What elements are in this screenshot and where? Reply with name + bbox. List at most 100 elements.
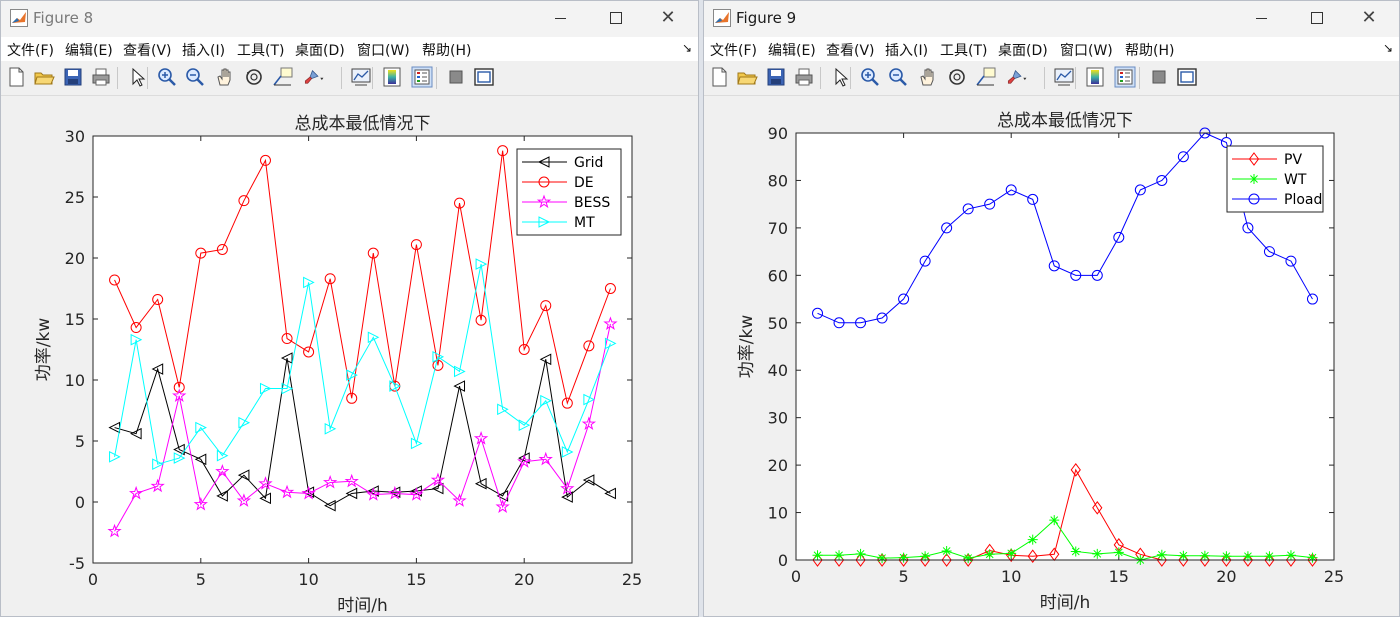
data-point[interactable] [150,478,165,493]
data-point[interactable] [1263,246,1275,258]
data-point[interactable] [430,472,446,487]
data-point[interactable] [855,553,866,567]
pointer-icon[interactable] [829,66,851,88]
title-bar[interactable]: Figure 9 ✕ [704,1,1399,37]
data-point[interactable] [237,469,250,481]
data-point[interactable] [604,487,616,500]
data-point[interactable] [194,453,207,466]
data-point[interactable] [259,154,271,166]
close-button[interactable]: ✕ [642,1,694,37]
data-point[interactable] [984,198,996,210]
data-tip-icon[interactable] [975,66,997,88]
close-button[interactable]: ✕ [1343,1,1395,37]
data-point[interactable] [1156,549,1167,560]
data-point[interactable] [216,243,228,255]
hide-plot-tools-icon[interactable] [445,66,467,88]
legend-icon[interactable] [1114,66,1136,88]
maximize-button[interactable] [1291,1,1343,37]
data-point[interactable] [919,553,931,567]
zoom-in-icon[interactable] [156,66,178,88]
minimize-button[interactable] [534,1,586,37]
data-point[interactable] [475,314,487,326]
data-point[interactable] [387,485,403,500]
data-point[interactable] [1221,551,1232,562]
data-point[interactable] [281,382,294,395]
data-point[interactable] [1199,553,1211,567]
zoom-in-icon[interactable] [859,66,881,88]
data-point[interactable] [855,317,867,329]
menu-insert[interactable]: 插入(I) [885,43,929,59]
data-point[interactable] [454,197,466,209]
series-line[interactable] [114,150,611,405]
data-point[interactable] [1178,553,1189,567]
print-icon[interactable] [90,66,112,88]
data-point[interactable] [855,548,866,559]
data-point[interactable] [812,550,823,561]
menu-edit[interactable]: 编辑(E) [65,43,113,59]
data-point[interactable] [941,222,953,234]
series-mt[interactable] [109,258,617,470]
data-point[interactable] [1049,515,1060,526]
menu-tools[interactable]: 工具(T) [237,43,285,59]
data-point[interactable] [410,239,422,251]
data-point[interactable] [152,293,164,305]
data-point[interactable] [193,496,208,511]
data-point[interactable] [1027,534,1038,545]
save-icon[interactable] [765,66,787,88]
link-plot-icon[interactable] [1053,66,1075,88]
data-point[interactable] [877,553,888,564]
data-point[interactable] [603,316,618,330]
data-point[interactable] [1005,184,1017,196]
data-point[interactable] [518,419,531,431]
hide-plot-tools-icon[interactable] [1148,66,1170,88]
data-point[interactable] [517,454,532,468]
show-plot-tools-icon[interactable] [1176,66,1198,88]
data-point[interactable] [173,443,185,456]
data-point[interactable] [919,255,931,267]
data-point[interactable] [1027,549,1038,564]
series-grid[interactable] [108,352,616,512]
legend-icon[interactable] [411,66,433,88]
data-point[interactable] [344,473,359,488]
menu-help[interactable]: 帮助(H) [1125,43,1175,59]
data-point[interactable] [1006,548,1017,559]
open-folder-icon[interactable] [33,66,55,88]
data-point[interactable] [280,352,293,364]
data-point[interactable] [452,493,467,507]
menu-edit[interactable]: 编辑(E) [768,43,816,59]
data-point[interactable] [495,499,510,513]
line-chart[interactable]: 0 5 10 15 20 25 0 10 20 30 40 50 60 70 80 90 总成本最低情况下时间/… [704,96,1399,617]
dock-arrow-icon[interactable]: ↘ [1382,41,1393,55]
data-point[interactable] [1264,553,1275,567]
data-point[interactable] [324,422,337,435]
data-point[interactable] [432,359,444,371]
data-point[interactable] [409,487,424,501]
link-plot-icon[interactable] [350,66,372,88]
data-point[interactable] [346,392,358,404]
data-point[interactable] [1178,550,1189,561]
data-point[interactable] [833,317,845,329]
data-point[interactable] [151,363,164,375]
data-point[interactable] [454,365,466,378]
series-wt[interactable] [812,515,1318,565]
data-point[interactable] [1220,136,1232,148]
data-point[interactable] [583,340,595,352]
data-point[interactable] [303,346,315,358]
data-point[interactable] [1285,550,1296,561]
data-point[interactable] [238,195,250,207]
series-de[interactable] [109,145,616,409]
zoom-out-icon[interactable] [887,66,909,88]
data-point[interactable] [109,451,121,463]
data-point[interactable] [984,549,995,560]
brush-icon[interactable] [1006,66,1028,88]
data-point[interactable] [497,403,509,416]
data-point[interactable] [1221,553,1232,567]
data-point[interactable] [1070,546,1081,557]
data-point[interactable] [1070,463,1081,477]
legend[interactable]: PV WT Pload [1226,145,1324,213]
colorbar-icon[interactable] [381,66,403,88]
menu-window[interactable]: 窗口(W) [357,43,410,59]
data-point[interactable] [345,487,358,500]
data-point[interactable] [128,485,144,500]
menu-view[interactable]: 查看(V) [123,43,172,59]
